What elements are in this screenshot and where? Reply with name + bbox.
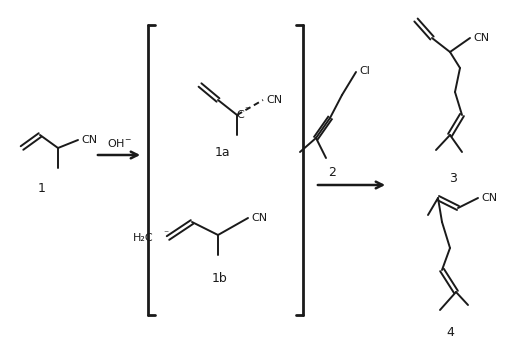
- Text: 1: 1: [38, 182, 46, 195]
- Text: C: C: [236, 110, 244, 120]
- Text: Cl: Cl: [360, 66, 370, 76]
- Text: ⁻: ⁻: [163, 229, 169, 239]
- Text: 2: 2: [328, 166, 336, 179]
- Text: CN: CN: [266, 95, 282, 105]
- Text: CN: CN: [81, 135, 97, 145]
- Text: CN: CN: [251, 213, 267, 223]
- Text: 1b: 1b: [212, 271, 228, 285]
- Text: 4: 4: [446, 326, 454, 340]
- Text: OH$^{-}$: OH$^{-}$: [106, 137, 131, 149]
- Text: 3: 3: [449, 172, 457, 184]
- Text: H₂C: H₂C: [133, 233, 154, 243]
- Text: ⁻: ⁻: [244, 105, 250, 115]
- Text: CN: CN: [473, 33, 489, 43]
- Text: 1a: 1a: [214, 145, 230, 158]
- Text: CN: CN: [481, 193, 497, 203]
